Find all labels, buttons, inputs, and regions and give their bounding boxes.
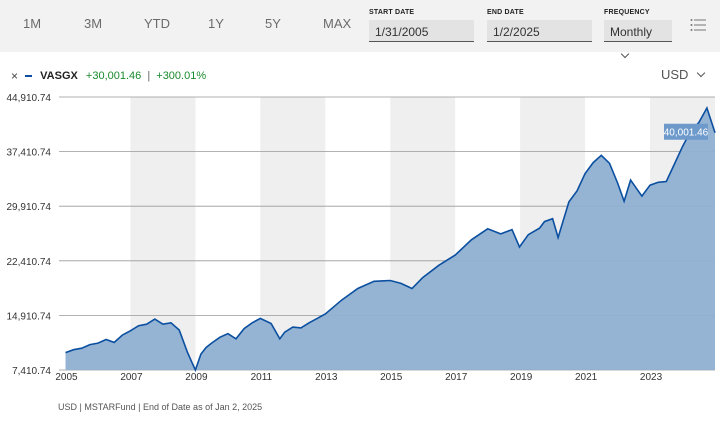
list-view-icon[interactable] xyxy=(690,18,706,32)
x-tick-label: 2007 xyxy=(120,372,143,383)
growth-chart: 7,410.74 14,910.74 22,410.74 29,910.74 37,41… xyxy=(7,93,716,383)
x-tick-label: 2019 xyxy=(510,372,533,383)
y-tick-label: 37,410.74 xyxy=(7,148,52,159)
range-1m-button[interactable]: 1M xyxy=(23,16,42,31)
frequency-label: FREQUENCY xyxy=(604,9,650,16)
x-tick-label: 2005 xyxy=(55,372,78,383)
x-tick-label: 2013 xyxy=(315,372,338,383)
end-date-input[interactable]: 1/2/2025 xyxy=(487,20,592,42)
range-5y-button[interactable]: 5Y xyxy=(265,16,281,31)
series-gain: +30,001.46 xyxy=(85,70,142,83)
end-date-label: END DATE xyxy=(487,9,524,16)
frequency-select[interactable]: Monthly xyxy=(604,20,672,59)
range-ytd-button[interactable]: YTD xyxy=(144,16,170,31)
x-tick-label: 2023 xyxy=(640,372,663,383)
range-1y-button[interactable]: 1Y xyxy=(208,16,224,31)
chart-footer-note: USD | MSTARFund | End of Date as of Jan … xyxy=(58,402,263,412)
axes: 7,410.74 14,910.74 22,410.74 29,910.74 37,41… xyxy=(7,93,663,383)
series-legend: × VASGX +30,001.46 | +300.01% xyxy=(11,68,206,84)
start-date-label: START DATE xyxy=(369,9,415,16)
x-tick-label: 2017 xyxy=(445,372,468,383)
start-date-input[interactable]: 1/31/2005 xyxy=(369,20,474,42)
y-tick-label: 7,410.74 xyxy=(12,366,51,377)
y-tick-label: 29,910.74 xyxy=(7,202,52,213)
frequency-value: Monthly xyxy=(610,25,653,39)
last-value-badge: 40,001.46 xyxy=(664,123,709,140)
series-color-swatch xyxy=(25,75,33,78)
x-tick-label: 2011 xyxy=(251,372,273,383)
y-tick-label: 22,410.74 xyxy=(7,257,52,268)
last-value-badge-box xyxy=(664,123,708,140)
remove-series-close-icon[interactable]: × xyxy=(11,69,19,84)
range-max-button[interactable]: MAX xyxy=(323,16,352,31)
series-area xyxy=(65,108,715,370)
x-tick-label: 2009 xyxy=(185,372,208,383)
toolbar: 1M 3M YTD 1Y 5Y MAX START DATE 1/31/2005… xyxy=(0,0,720,59)
range-3m-button[interactable]: 3M xyxy=(84,16,103,31)
series-gain-percent: +300.01% xyxy=(156,70,207,83)
series-ticker: VASGX xyxy=(40,70,78,83)
y-tick-label: 14,910.74 xyxy=(7,311,52,322)
currency-value: USD xyxy=(661,67,689,82)
legend-separator: | xyxy=(147,70,151,83)
last-value-label: 40,001.46 xyxy=(664,128,709,139)
y-tick-label: 44,910.74 xyxy=(7,93,52,104)
x-tick-label: 2021 xyxy=(575,372,598,383)
x-tick-label: 2015 xyxy=(380,372,403,383)
currency-select[interactable]: USD xyxy=(661,67,706,82)
series-line xyxy=(65,106,716,373)
